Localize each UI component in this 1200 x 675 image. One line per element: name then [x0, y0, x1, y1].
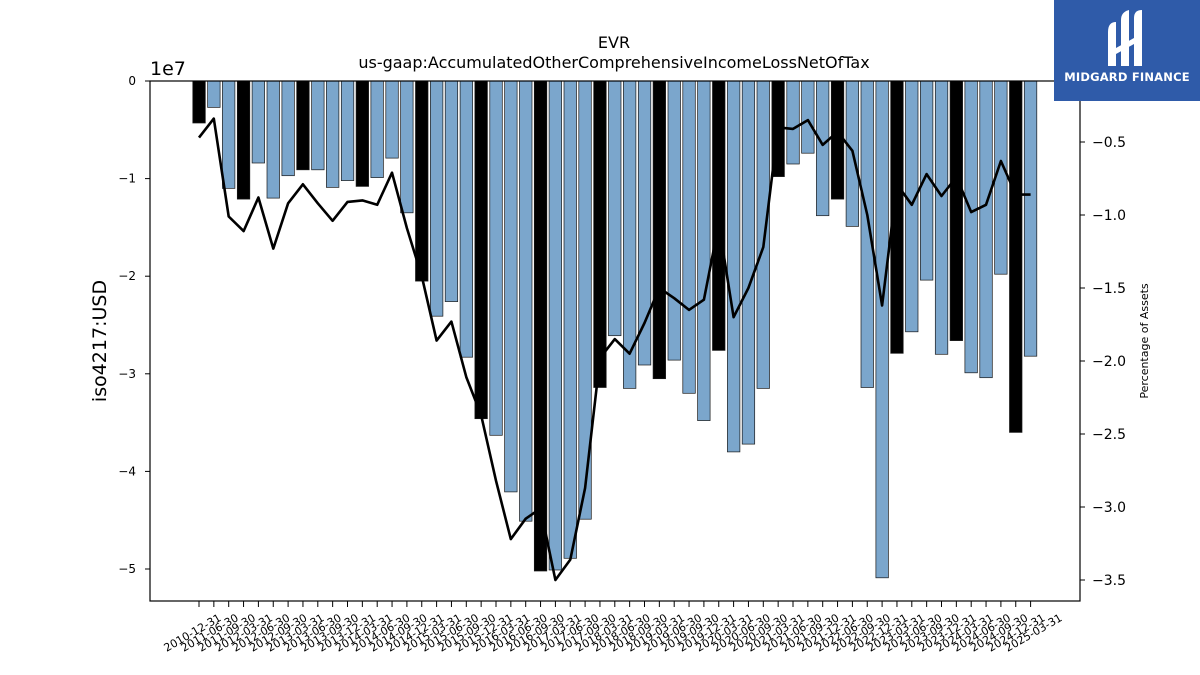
bar-2021-09-30	[830, 80, 845, 200]
bar-2016-06-30	[519, 80, 533, 522]
bar-2019-03-31	[682, 80, 696, 394]
bar-2012-03-31	[266, 80, 280, 199]
bar-2017-03-31	[563, 80, 577, 559]
bar-2022-12-31	[905, 80, 919, 333]
y-tick-label: −5	[118, 562, 136, 576]
percent-of-assets-line	[197, 117, 1031, 582]
bar-2014-09-30	[415, 80, 429, 282]
brand-logo: MIDGARD FINANCE	[1054, 0, 1200, 101]
bar-2016-09-30	[533, 80, 548, 572]
bar-2013-03-31	[326, 80, 340, 188]
bar-2015-03-31	[444, 80, 459, 302]
left-y-axis: 0 −1 −2 −3 −4 −5	[118, 74, 150, 576]
brand-name: MIDGARD FINANCE	[1064, 70, 1190, 84]
chart-subtitle: us-gaap:AccumulatedOtherComprehensiveInc…	[358, 53, 869, 72]
bar-2019-06-30	[697, 80, 711, 421]
bar-2010-12-31	[192, 80, 206, 124]
bar-2012-06-30	[281, 80, 295, 177]
bar-2024-12-31	[1023, 80, 1038, 357]
chart-title: EVR	[598, 33, 630, 52]
bar-2022-06-30	[875, 80, 889, 579]
bar-2021-03-31	[801, 80, 815, 154]
right-y-axis: −0.5 −1.0 −1.5 −2.0 −2.5 −3.0 −3.5	[1080, 135, 1126, 589]
bar-2013-09-30	[355, 80, 369, 187]
bar-2011-12-31	[251, 80, 265, 164]
bar-2020-06-30	[756, 80, 770, 389]
bar-2011-06-30	[222, 80, 236, 189]
bar-2011-09-30	[236, 80, 251, 200]
bar-2016-12-31	[548, 80, 562, 571]
y-tick-label: −4	[118, 464, 136, 478]
bar-2016-03-31	[504, 80, 518, 493]
bar-2020-12-31	[786, 80, 800, 165]
bar-2014-06-30	[400, 80, 414, 214]
bar-2023-06-30	[934, 80, 949, 355]
bar-2013-12-31	[370, 80, 384, 178]
bar-2014-03-31	[385, 80, 399, 159]
bar-series	[192, 80, 1038, 579]
bar-2024-03-31	[979, 80, 993, 379]
bar-2015-12-31	[489, 80, 503, 436]
bar-2017-12-31	[608, 80, 622, 337]
y-tick-label: −3	[118, 367, 136, 381]
bar-2012-12-31	[311, 80, 325, 171]
y2-tick-label: −3.0	[1092, 500, 1126, 516]
bar-2014-12-31	[430, 80, 444, 317]
bar-2024-09-30	[1009, 80, 1023, 433]
bar-2017-09-30	[593, 80, 607, 388]
bar-2018-12-31	[667, 80, 681, 361]
y-axis-label: iso4217:USD	[89, 280, 111, 402]
bar-2023-09-30	[949, 80, 963, 341]
y2-tick-label: −1.0	[1092, 208, 1126, 224]
bar-2023-12-31	[964, 80, 978, 374]
bar-2011-03-31	[207, 80, 221, 108]
y2-tick-label: −3.5	[1092, 573, 1126, 589]
bar-2019-09-30	[712, 80, 726, 351]
y2-tick-label: −2.5	[1092, 427, 1126, 443]
y2-tick-label: −2.0	[1092, 354, 1126, 370]
bar-2015-06-30	[459, 80, 473, 358]
y2-tick-label: −1.5	[1092, 281, 1126, 297]
y-tick-label: −1	[118, 172, 136, 186]
y2-axis-label: Percentage of Assets	[1138, 283, 1151, 399]
y-offset-label: 1e7	[150, 58, 186, 80]
bar-2019-12-31	[727, 80, 741, 453]
bar-2018-09-30	[652, 80, 666, 380]
bar-2015-09-30	[474, 80, 488, 420]
brand-mark-icon	[1108, 10, 1142, 66]
bar-2013-06-30	[340, 80, 355, 181]
y-tick-label: −2	[118, 269, 136, 283]
y-tick-label: 0	[128, 74, 136, 88]
y2-tick-label: −0.5	[1092, 135, 1126, 151]
bar-2020-03-31	[741, 80, 756, 445]
x-axis: 2010-12-312011-06-302011-09-302012-03-31…	[162, 601, 1065, 655]
bar-2012-09-30	[296, 80, 310, 171]
bar-2021-06-30	[816, 80, 830, 217]
